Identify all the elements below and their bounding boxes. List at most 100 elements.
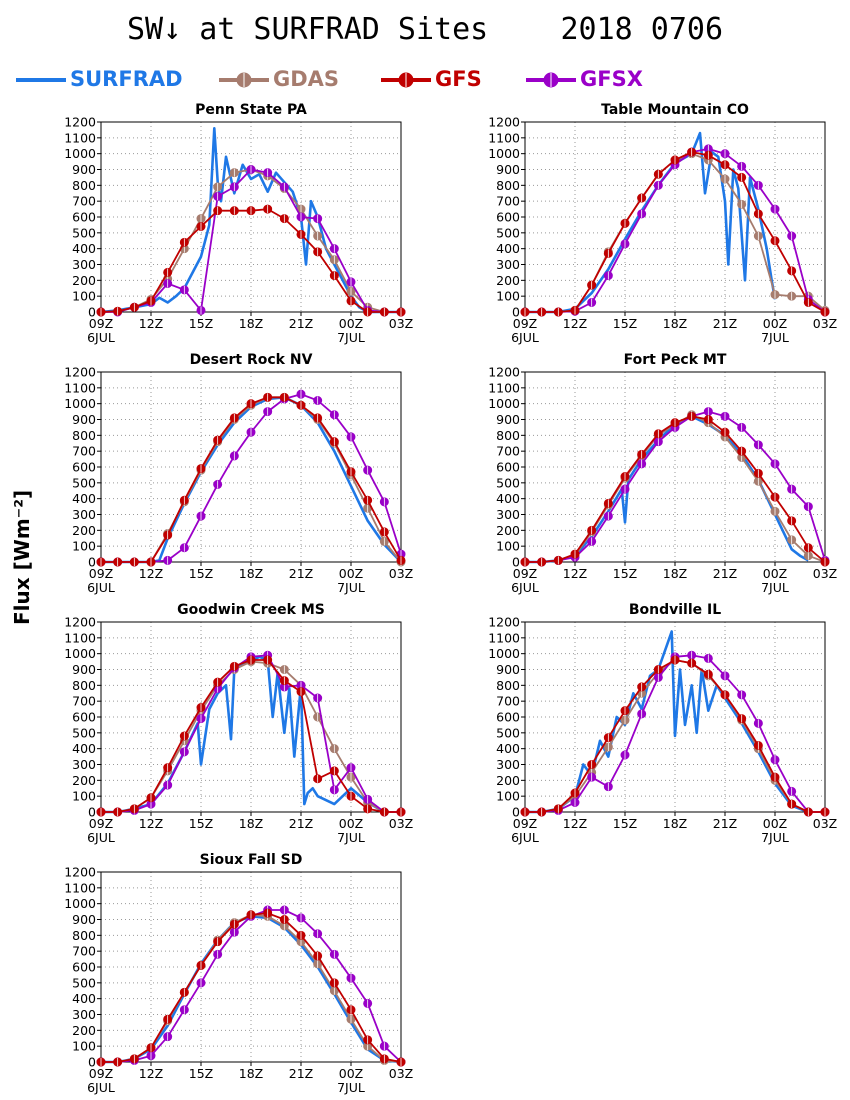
legend-label-gfsx: GFSX [580, 67, 643, 91]
x-tick-label: 18Z [663, 316, 687, 331]
y-tick-label: 900 [496, 412, 520, 427]
x-tick-label: 12Z [139, 566, 163, 581]
y-tick-label: 1100 [64, 380, 96, 395]
x-tick-label: 15Z [613, 566, 637, 581]
y-tick-label: 100 [496, 539, 520, 554]
y-tick-label: 600 [72, 960, 96, 975]
series-line-surfrad [525, 630, 809, 814]
panel-sioux-fall-sd: Sioux Fall SD 010020030040050060070080090… [64, 852, 413, 1095]
y-tick-label: 200 [72, 523, 96, 538]
y-tick-label: 200 [496, 773, 520, 788]
series-line-gdas [101, 660, 401, 813]
y-tick-label: 1200 [488, 365, 520, 380]
legend-swatch-surfrad [16, 78, 66, 82]
x-tick-label: 15Z [189, 566, 213, 581]
y-tick-label: 1000 [488, 646, 520, 661]
x-tick-label: 09Z [513, 816, 537, 831]
y-tick-label: 1000 [64, 146, 96, 161]
panel-title: Desert Rock NV [190, 352, 313, 368]
y-tick-label: 300 [72, 1007, 96, 1022]
x-date-label: 7JUL [761, 330, 789, 345]
y-tick-label: 500 [72, 225, 96, 240]
x-tick-label: 15Z [613, 816, 637, 831]
legend-swatch-gfs [381, 72, 431, 88]
y-tick-label: 300 [496, 507, 520, 522]
y-tick-label: 1000 [64, 896, 96, 911]
panel-bondville-il: Bondville IL 0100200300400500600700800900… [488, 602, 837, 845]
x-tick-label: 12Z [139, 316, 163, 331]
y-tick-label: 0 [88, 305, 96, 320]
y-tick-label: 1100 [488, 130, 520, 145]
x-date-label: 7JUL [761, 580, 789, 595]
panel-title: Goodwin Creek MS [177, 602, 325, 618]
x-tick-label: 12Z [563, 816, 587, 831]
x-tick-label: 00Z [763, 316, 787, 331]
y-tick-label: 600 [496, 460, 520, 475]
y-tick-label: 800 [496, 178, 520, 193]
y-tick-label: 0 [512, 805, 520, 820]
x-date-label: 6JUL [87, 330, 115, 345]
y-tick-label: 0 [88, 1055, 96, 1070]
x-tick-label: 21Z [289, 566, 313, 581]
x-tick-label: 09Z [89, 316, 113, 331]
y-tick-label: 700 [72, 944, 96, 959]
legend: SURFRAD GDAS GFS GFSX [14, 64, 834, 98]
y-tick-label: 900 [496, 662, 520, 677]
y-tick-label: 1000 [488, 396, 520, 411]
y-tick-label: 0 [88, 805, 96, 820]
x-date-label: 7JUL [337, 580, 365, 595]
x-tick-label: 00Z [339, 316, 363, 331]
y-tick-label: 400 [72, 491, 96, 506]
x-tick-label: 18Z [239, 316, 263, 331]
y-tick-label: 1100 [488, 630, 520, 645]
y-tick-label: 900 [496, 162, 520, 177]
y-tick-label: 1100 [488, 380, 520, 395]
x-tick-label: 03Z [813, 566, 837, 581]
y-tick-label: 1000 [64, 396, 96, 411]
series-line-gfsx [525, 410, 826, 563]
y-tick-label: 200 [496, 273, 520, 288]
y-tick-label: 700 [72, 194, 96, 209]
x-tick-label: 21Z [713, 816, 737, 831]
x-date-label: 6JUL [87, 580, 115, 595]
y-tick-label: 100 [72, 1039, 96, 1054]
panel-title: Bondville IL [629, 602, 721, 618]
y-tick-label: 1000 [64, 646, 96, 661]
y-tick-label: 1000 [488, 146, 520, 161]
y-tick-label: 800 [72, 428, 96, 443]
x-tick-label: 00Z [763, 816, 787, 831]
x-tick-label: 21Z [289, 316, 313, 331]
x-tick-label: 09Z [513, 316, 537, 331]
panel-fort-peck-mt: Fort Peck MT 0100200300400500600700800900… [488, 352, 837, 595]
legend-label-surfrad: SURFRAD [70, 67, 183, 91]
y-tick-label: 500 [72, 725, 96, 740]
x-date-label: 7JUL [337, 830, 365, 845]
y-tick-label: 400 [496, 491, 520, 506]
y-tick-label: 600 [72, 710, 96, 725]
y-tick-label: 500 [496, 475, 520, 490]
x-tick-label: 09Z [89, 816, 113, 831]
y-tick-label: 200 [72, 273, 96, 288]
x-tick-label: 15Z [189, 816, 213, 831]
y-tick-label: 200 [72, 1023, 96, 1038]
x-tick-label: 03Z [389, 816, 413, 831]
x-tick-label: 18Z [663, 566, 687, 581]
y-tick-label: 400 [496, 241, 520, 256]
y-tick-label: 300 [72, 507, 96, 522]
x-tick-label: 03Z [389, 1066, 413, 1081]
legend-label-gfs: GFS [435, 67, 482, 91]
x-tick-label: 03Z [813, 816, 837, 831]
y-tick-label: 1200 [64, 365, 96, 380]
panel-title: Sioux Fall SD [200, 852, 303, 868]
x-tick-label: 18Z [663, 816, 687, 831]
y-tick-label: 100 [72, 539, 96, 554]
y-tick-label: 0 [512, 555, 520, 570]
x-tick-label: 12Z [563, 316, 587, 331]
series-line-surfrad [101, 655, 385, 814]
panel-table-mountain-co: Table Mountain CO 01002003004005006007008… [488, 102, 837, 345]
y-tick-label: 700 [496, 194, 520, 209]
series-line-surfrad [525, 414, 809, 564]
x-date-label: 6JUL [511, 580, 539, 595]
x-tick-label: 21Z [713, 316, 737, 331]
x-tick-label: 00Z [339, 1066, 363, 1081]
